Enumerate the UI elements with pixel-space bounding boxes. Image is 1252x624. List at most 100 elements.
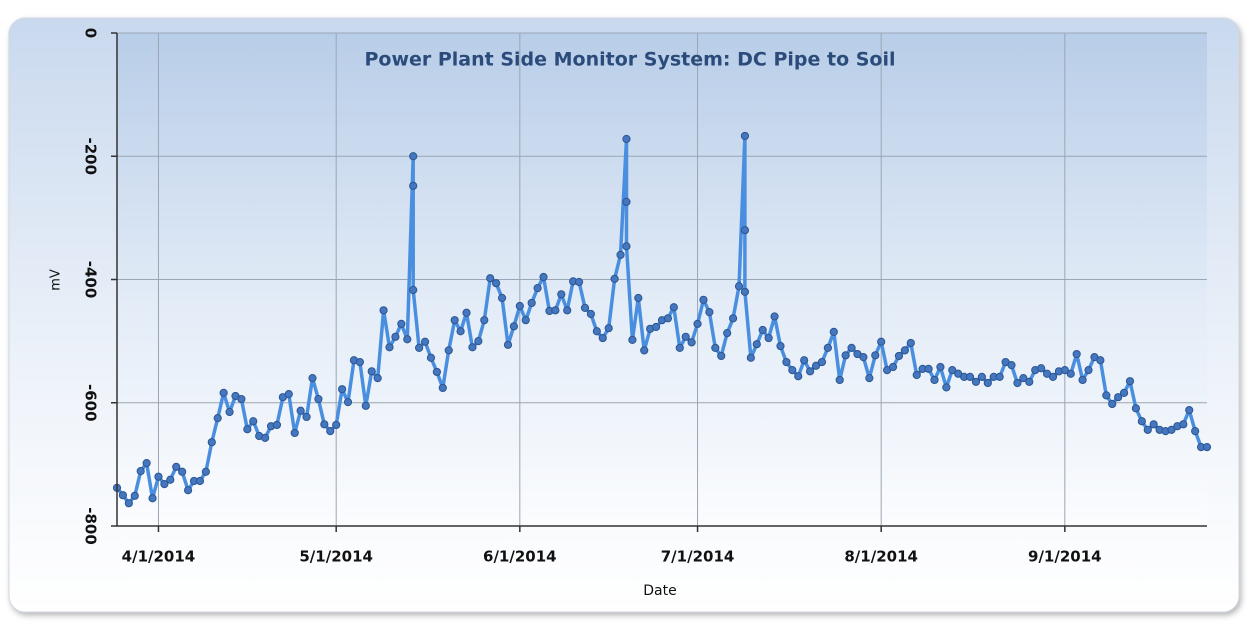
data-point: [1143, 425, 1152, 434]
data-point: [183, 486, 193, 495]
data-point: [983, 378, 992, 388]
chart-title: Power Plant Side Monitor System: DC Pipe…: [364, 49, 895, 71]
data-point: [598, 333, 607, 343]
data-point: [823, 343, 832, 353]
data-point: [930, 375, 939, 385]
data-point: [166, 475, 175, 484]
data-point: [290, 428, 299, 438]
data-point: [1078, 375, 1087, 385]
data-point: [308, 374, 317, 383]
data-point: [367, 367, 376, 376]
data-point: [201, 467, 210, 476]
data-point: [758, 325, 767, 335]
data-point: [835, 375, 844, 385]
data-point: [474, 337, 483, 346]
data-point: [314, 394, 323, 404]
data-point: [847, 343, 856, 353]
x-tick-label: 8/1/2014: [844, 548, 918, 566]
data-point: [728, 314, 738, 323]
data-point: [1060, 365, 1069, 375]
x-tick-label: 9/1/2014: [1028, 548, 1102, 566]
data-point: [1131, 404, 1141, 413]
data-point: [385, 343, 394, 352]
data-point: [871, 351, 880, 360]
data-point: [1072, 349, 1081, 359]
data-point: [563, 306, 572, 315]
data-point: [326, 426, 335, 436]
data-point: [409, 285, 418, 295]
y-tick-label: -800: [82, 507, 100, 545]
data-point: [1185, 406, 1194, 415]
data-point: [361, 401, 370, 410]
data-point: [924, 364, 933, 373]
data-point: [740, 226, 750, 235]
data-point: [462, 308, 471, 317]
data-point: [397, 319, 406, 328]
data-point: [900, 346, 909, 355]
data-point: [616, 250, 625, 259]
data-point: [379, 306, 388, 315]
data-point: [894, 351, 904, 361]
data-point: [124, 499, 133, 508]
data-point: [770, 312, 779, 321]
x-tick-label: 7/1/2014: [661, 548, 735, 566]
data-point: [302, 412, 311, 422]
data-point: [332, 420, 341, 430]
x-axis-label: Date: [643, 583, 676, 599]
data-point: [734, 282, 744, 291]
data-point: [503, 340, 513, 349]
data-point: [338, 385, 347, 394]
y-tick-label: -200: [82, 137, 100, 175]
data-point: [160, 479, 169, 489]
data-point: [859, 353, 868, 362]
data-point: [942, 383, 951, 392]
data-point: [622, 197, 631, 206]
data-point: [651, 322, 661, 332]
data-point: [1114, 393, 1123, 402]
data-point: [693, 319, 702, 328]
y-tick-label: 0: [82, 28, 100, 38]
data-point: [521, 316, 530, 325]
data-point: [557, 290, 566, 299]
data-point: [355, 357, 364, 367]
data-point: [343, 398, 353, 407]
data-point: [681, 332, 690, 341]
data-point: [1037, 364, 1046, 373]
data-point: [432, 367, 441, 377]
data-point: [213, 414, 222, 423]
data-point: [977, 372, 986, 381]
data-point: [610, 274, 619, 283]
data-point: [776, 341, 785, 351]
data-point: [1102, 391, 1111, 400]
data-point: [1202, 443, 1212, 452]
data-point: [450, 316, 459, 325]
data-point: [687, 338, 696, 347]
data-point: [1096, 356, 1105, 365]
data-point: [705, 308, 714, 317]
data-point: [130, 491, 139, 500]
data-point: [444, 346, 453, 355]
data-point: [373, 374, 382, 383]
data-point: [272, 420, 282, 430]
data-point: [249, 417, 258, 426]
data-point: [580, 303, 590, 312]
data-point: [906, 338, 915, 348]
data-point: [219, 388, 228, 397]
data-point: [403, 335, 412, 344]
data-point: [225, 407, 234, 417]
data-point: [1108, 399, 1117, 409]
data-point: [622, 134, 631, 144]
data-point: [260, 433, 270, 442]
data-point: [965, 372, 975, 381]
data-point: [527, 298, 536, 308]
data-point: [865, 374, 874, 383]
data-point: [1013, 378, 1022, 388]
data-point: [1084, 365, 1093, 375]
data-point: [539, 272, 548, 282]
data-point: [746, 353, 755, 362]
data-point: [320, 420, 329, 429]
data-point: [640, 346, 649, 355]
data-point: [1149, 420, 1158, 429]
data-point: [788, 365, 797, 375]
